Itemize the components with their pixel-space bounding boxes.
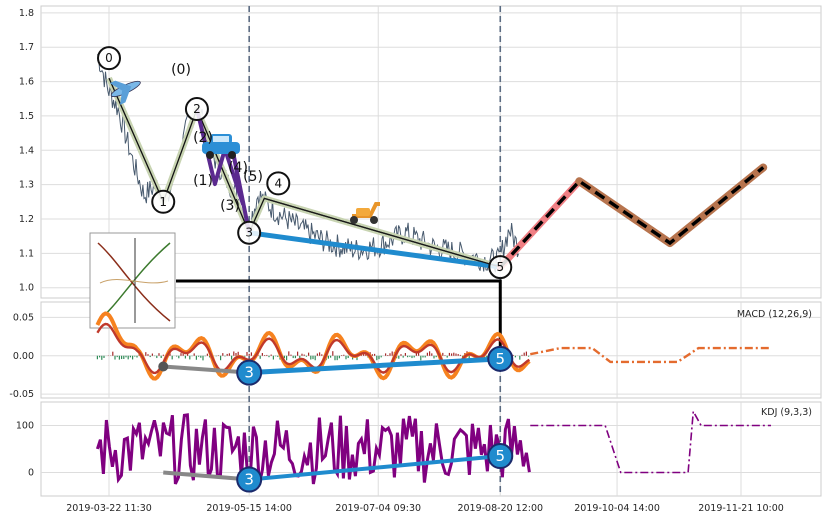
wave-label: 1 xyxy=(159,195,167,209)
wave-label-circle xyxy=(97,46,121,71)
wave-label: 5 xyxy=(496,260,504,274)
x-tick-label: 2019-08-20 12:00 xyxy=(457,503,543,514)
macd-trend-blue xyxy=(249,356,501,376)
wave-label: 0 xyxy=(105,51,113,65)
macd-wave-marker xyxy=(487,345,514,372)
price-y-tick-label: 1.4 xyxy=(19,145,34,156)
projection-path xyxy=(496,163,768,271)
kdj-panel-label: KDJ (9,3,3) xyxy=(761,407,812,418)
macd-trend-gray xyxy=(163,364,250,375)
x-tick-label: 2019-05-15 14:00 xyxy=(206,503,292,514)
kdj-wave-marker xyxy=(487,443,514,470)
wave-label: 3 xyxy=(245,226,253,240)
kdj-line xyxy=(95,413,531,485)
price-y-tick-label: 1.2 xyxy=(19,214,34,225)
wave-label: 4 xyxy=(274,176,282,190)
wave-label-circle xyxy=(237,220,262,245)
kdj-y-tick-label: 100 xyxy=(16,421,34,432)
sub-wave-label: (2) xyxy=(193,130,213,146)
macd-trend-point xyxy=(158,361,169,372)
x-tick-label: 2019-03-22 11:30 xyxy=(66,503,152,514)
sub-wave-label: (3) xyxy=(220,198,240,214)
kdj-wave-marker xyxy=(236,466,263,493)
wave-label-circle xyxy=(151,189,176,214)
x-tick-label: 2019-07-04 09:30 xyxy=(335,503,421,514)
macd-y-tick-label: 0.00 xyxy=(13,351,34,362)
x-tick-label: 2019-10-04 14:00 xyxy=(574,503,660,514)
price-y-tick-label: 1.8 xyxy=(19,8,34,19)
upper-trend-line xyxy=(264,197,501,268)
airplane-icon xyxy=(109,80,141,105)
scooter-icon xyxy=(350,202,380,224)
axes: 2019-03-22 11:30 2019-05-15 14:00 2019-07-… xyxy=(9,8,783,514)
wave-label-circle xyxy=(184,97,209,122)
sub-wave-label: (0) xyxy=(171,62,191,78)
price-y-tick-label: 1.1 xyxy=(19,248,34,259)
price-y-tick-label: 1.0 xyxy=(19,283,34,294)
kdj-series xyxy=(95,408,772,485)
sub-wave-label: (5) xyxy=(243,169,263,185)
price-y-tick-label: 1.3 xyxy=(19,180,34,191)
macd-y-tick-label: -0.05 xyxy=(9,389,34,400)
x-tick-label: 2019-11-21 10:00 xyxy=(698,503,784,514)
lower-trend-line xyxy=(248,230,501,270)
wave-label-circle xyxy=(488,255,513,280)
macd-y-tick-label: 0.05 xyxy=(13,312,34,323)
price-y-tick-label: 1.7 xyxy=(19,42,34,53)
car-icon xyxy=(202,134,240,159)
sub-wave-path xyxy=(194,108,252,234)
macd-wave-marker-label: 3 xyxy=(244,364,254,382)
sub-wave-label: (4) xyxy=(228,160,248,176)
macd-wave-marker-label: 5 xyxy=(495,350,505,368)
macd-projection-line xyxy=(530,346,772,364)
sub-wave-label: (1) xyxy=(193,173,213,189)
kdj-y-tick-label: 0 xyxy=(28,468,34,479)
wave-markers: 0 1 2 3 4 5 (0) (2) (1) (4)(5)(3) 3 5 3 5 xyxy=(97,46,514,493)
wave-label-circle xyxy=(266,171,291,196)
macd-wave-marker xyxy=(236,359,263,386)
kdj-wave-marker-label: 5 xyxy=(495,447,505,465)
kdj-trend-gray xyxy=(163,470,250,482)
price-y-tick-label: 1.6 xyxy=(19,77,34,88)
kdj-trend-blue xyxy=(248,454,501,482)
price-y-tick-label: 1.5 xyxy=(19,111,34,122)
wave-label: 2 xyxy=(193,102,201,116)
projection-dashed-line xyxy=(499,166,765,269)
macd-series xyxy=(95,311,772,381)
macd-panel-label: MACD (12,26,9) xyxy=(737,309,812,320)
kdj-wave-marker-label: 3 xyxy=(244,471,254,489)
